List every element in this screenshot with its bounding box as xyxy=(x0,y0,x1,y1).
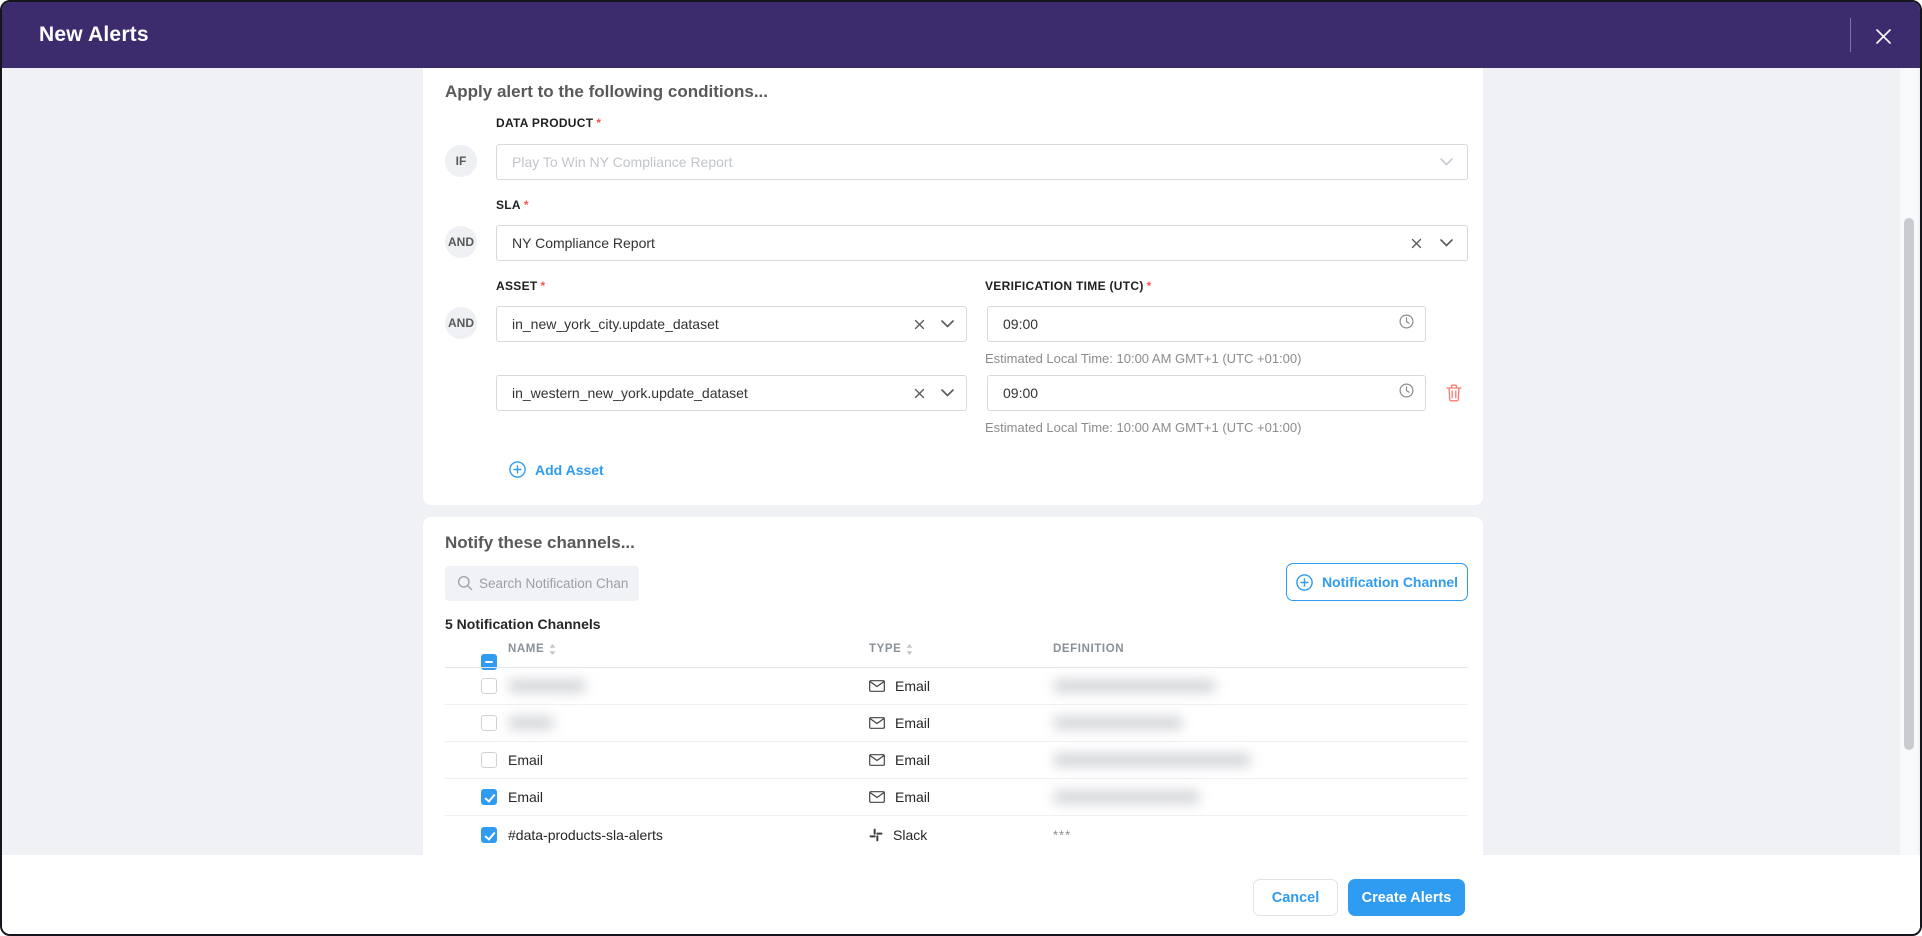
conditions-card: Apply alert to the following conditions.… xyxy=(423,68,1483,505)
and-badge-2: AND xyxy=(445,307,477,339)
clear-icon[interactable] xyxy=(1405,232,1427,254)
chevron-down-icon[interactable] xyxy=(1435,232,1457,254)
conditions-heading: Apply alert to the following conditions.… xyxy=(445,82,768,101)
email-icon xyxy=(869,754,885,766)
redacted-name xyxy=(508,716,554,730)
asset-value-1: in_new_york_city.update_dataset xyxy=(512,316,719,332)
data-product-select[interactable]: Play To Win NY Compliance Report xyxy=(496,144,1468,180)
header-divider xyxy=(1850,18,1851,52)
time-field-2[interactable] xyxy=(988,376,1425,410)
chevron-down-icon[interactable] xyxy=(936,382,958,404)
add-asset-label: Add Asset xyxy=(535,461,604,478)
channel-count: 5 Notification Channels xyxy=(445,616,601,632)
table-row[interactable]: Email xyxy=(445,668,1468,705)
modal-title: New Alerts xyxy=(39,23,149,46)
table-row[interactable]: Email Email xyxy=(445,742,1468,779)
asset-select-1[interactable]: in_new_york_city.update_dataset xyxy=(496,306,967,342)
clear-icon[interactable] xyxy=(908,382,930,404)
cancel-button[interactable]: Cancel xyxy=(1253,879,1338,916)
delete-asset-button[interactable] xyxy=(1443,382,1465,404)
email-icon xyxy=(869,717,885,729)
close-button[interactable] xyxy=(1868,21,1898,51)
row-type: Email xyxy=(895,715,931,731)
scrollbar-track xyxy=(1900,68,1918,855)
modal-footer: Cancel Create Alerts xyxy=(2,855,1920,934)
slack-icon xyxy=(869,828,883,841)
channels-card: Notify these channels... Notification Ch… xyxy=(423,517,1483,855)
data-product-label: DATA PRODUCT * xyxy=(496,116,602,130)
column-header-definition: DEFINITION xyxy=(1053,643,1125,655)
row-type: Email xyxy=(895,678,931,694)
if-badge: IF xyxy=(445,145,477,177)
verification-time-input-2[interactable] xyxy=(987,375,1426,411)
redacted-definition xyxy=(1053,679,1216,693)
select-all-checkbox[interactable] xyxy=(481,654,497,670)
verification-time-label: VERIFICATION TIME (UTC) * xyxy=(985,279,1152,293)
modal-header: New Alerts xyxy=(2,2,1920,68)
redacted-name xyxy=(508,679,586,693)
column-header-type[interactable]: TYPE xyxy=(869,643,913,655)
add-notification-channel-label: Notification Channel xyxy=(1321,574,1459,590)
chevron-down-icon[interactable] xyxy=(1435,151,1457,173)
trash-icon xyxy=(1446,384,1462,402)
asset-select-2[interactable]: in_western_new_york.update_dataset xyxy=(496,375,967,411)
and-badge-1: AND xyxy=(445,226,477,258)
plus-circle-icon xyxy=(1296,573,1313,591)
redacted-definition xyxy=(1053,753,1251,767)
row-checkbox[interactable] xyxy=(481,789,497,805)
estimated-local-time-2: Estimated Local Time: 10:00 AM GMT+1 (UT… xyxy=(985,420,1302,435)
create-alerts-button[interactable]: Create Alerts xyxy=(1348,879,1465,916)
verification-time-input-1[interactable] xyxy=(987,306,1426,342)
modal-body: Apply alert to the following conditions.… xyxy=(2,68,1920,855)
row-checkbox[interactable] xyxy=(481,715,497,731)
row-checkbox[interactable] xyxy=(481,826,497,843)
sort-icon xyxy=(907,643,913,655)
row-definition: *** xyxy=(1053,827,1072,842)
channels-heading: Notify these channels... xyxy=(445,533,635,552)
row-type: Slack xyxy=(893,826,928,843)
table-row[interactable]: Email xyxy=(445,705,1468,742)
table-row[interactable]: #data-products-sla-alerts Slack *** xyxy=(445,816,1468,853)
row-name: Email xyxy=(508,752,544,768)
clock-icon[interactable] xyxy=(1399,383,1414,403)
row-type: Email xyxy=(895,789,931,805)
chevron-down-icon[interactable] xyxy=(936,313,958,335)
redacted-definition xyxy=(1053,790,1200,804)
row-checkbox[interactable] xyxy=(481,752,497,768)
add-asset-button[interactable]: Add Asset xyxy=(509,461,604,478)
clock-icon[interactable] xyxy=(1399,314,1414,334)
table-header-divider xyxy=(445,667,1468,668)
search-input[interactable] xyxy=(479,566,631,601)
column-header-name[interactable]: NAME xyxy=(508,643,556,655)
estimated-local-time-1: Estimated Local Time: 10:00 AM GMT+1 (UT… xyxy=(985,351,1302,366)
asset-value-2: in_western_new_york.update_dataset xyxy=(512,385,748,401)
row-type: Email xyxy=(895,752,931,768)
data-product-placeholder: Play To Win NY Compliance Report xyxy=(512,154,733,170)
clear-icon[interactable] xyxy=(908,313,930,335)
search-icon xyxy=(457,575,473,591)
asset-label: ASSET * xyxy=(496,279,546,293)
row-name: Email xyxy=(508,789,544,805)
sla-value: NY Compliance Report xyxy=(512,235,655,251)
close-icon xyxy=(1875,28,1891,44)
email-icon xyxy=(869,791,885,803)
search-box xyxy=(445,566,639,601)
sla-select[interactable]: NY Compliance Report xyxy=(496,225,1468,261)
row-checkbox[interactable] xyxy=(481,678,497,694)
add-notification-channel-button[interactable]: Notification Channel xyxy=(1286,563,1468,601)
table-header: NAME TYPE DEFINITION xyxy=(445,641,1468,670)
sort-icon xyxy=(549,643,556,655)
sla-label: SLA * xyxy=(496,198,529,212)
table-row[interactable]: Email Email xyxy=(445,779,1468,816)
email-icon xyxy=(869,680,885,692)
row-name: #data-products-sla-alerts xyxy=(508,826,663,843)
time-field-1[interactable] xyxy=(988,307,1425,341)
plus-circle-icon xyxy=(509,461,526,478)
scrollbar-thumb[interactable] xyxy=(1904,218,1914,750)
redacted-definition xyxy=(1053,716,1183,730)
